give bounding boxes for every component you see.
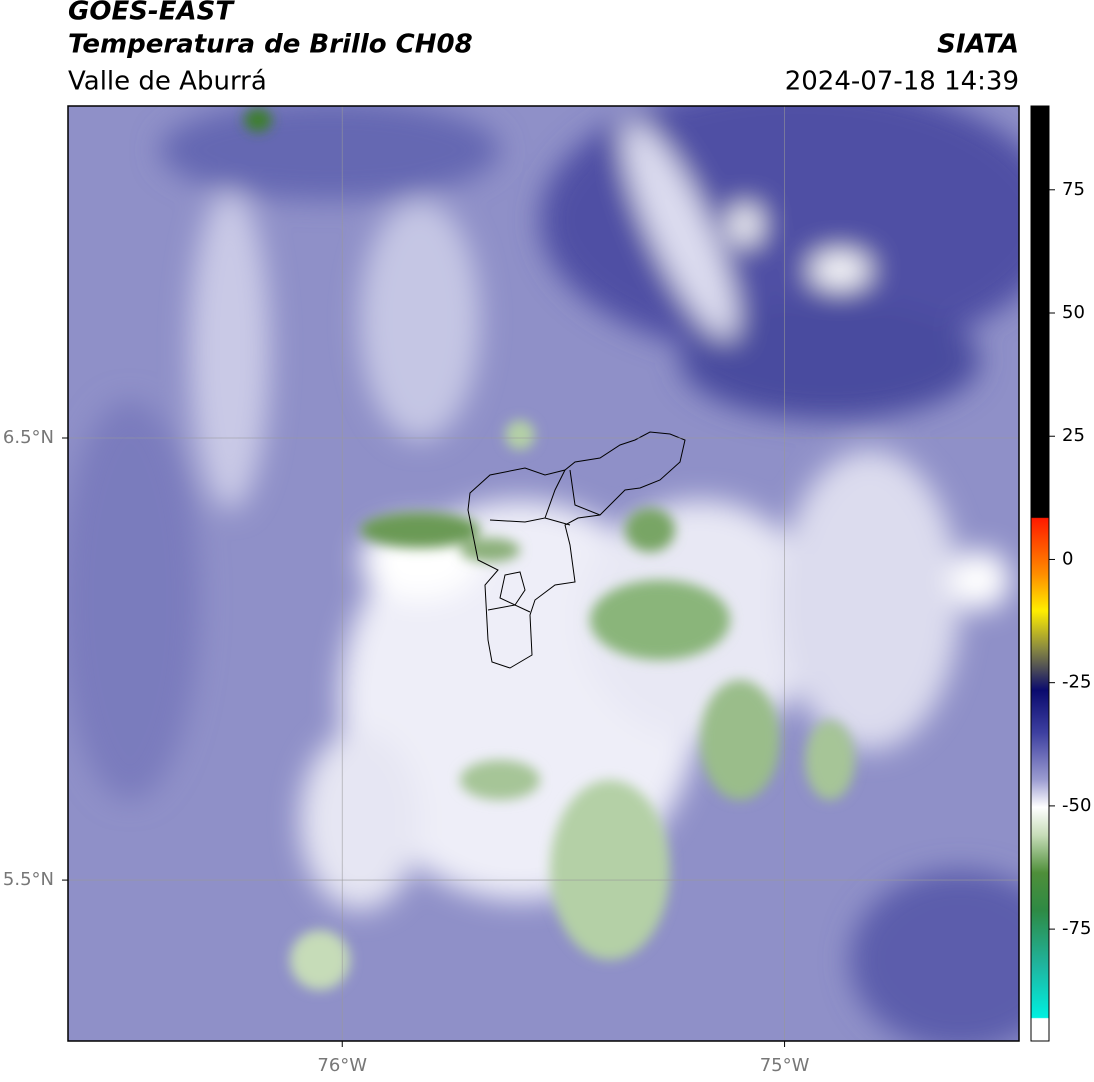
y-tick-label: 5.5°N (3, 869, 54, 890)
subtitle: Temperatura de Brillo CH08 (68, 30, 473, 60)
satellite-image (68, 106, 1019, 1041)
colorbar (1030, 105, 1050, 1042)
colorbar-tick-label: -75 (1062, 918, 1091, 939)
graticule (68, 106, 1019, 1041)
colorbar-tick-label: 0 (1062, 548, 1073, 569)
map-frame (67, 105, 1020, 1042)
title: GOES-EAST (68, 0, 235, 27)
datetime: 2024-07-18 14:39 (785, 67, 1019, 97)
colorbar-tick-label: -50 (1062, 795, 1091, 816)
colorbar-tick-label: -25 (1062, 672, 1091, 693)
source: SIATA (937, 30, 1019, 60)
region: Valle de Aburrá (68, 67, 267, 97)
x-tick-label: 76°W (317, 1055, 367, 1076)
valle-outline (467, 431, 686, 669)
colorbar-tick-label: 25 (1062, 425, 1085, 446)
x-tick-label: 75°W (760, 1055, 810, 1076)
colorbar-tick-label: 50 (1062, 302, 1085, 323)
colorbar-tick-label: 75 (1062, 179, 1085, 200)
y-tick-label: 6.5°N (3, 427, 54, 448)
